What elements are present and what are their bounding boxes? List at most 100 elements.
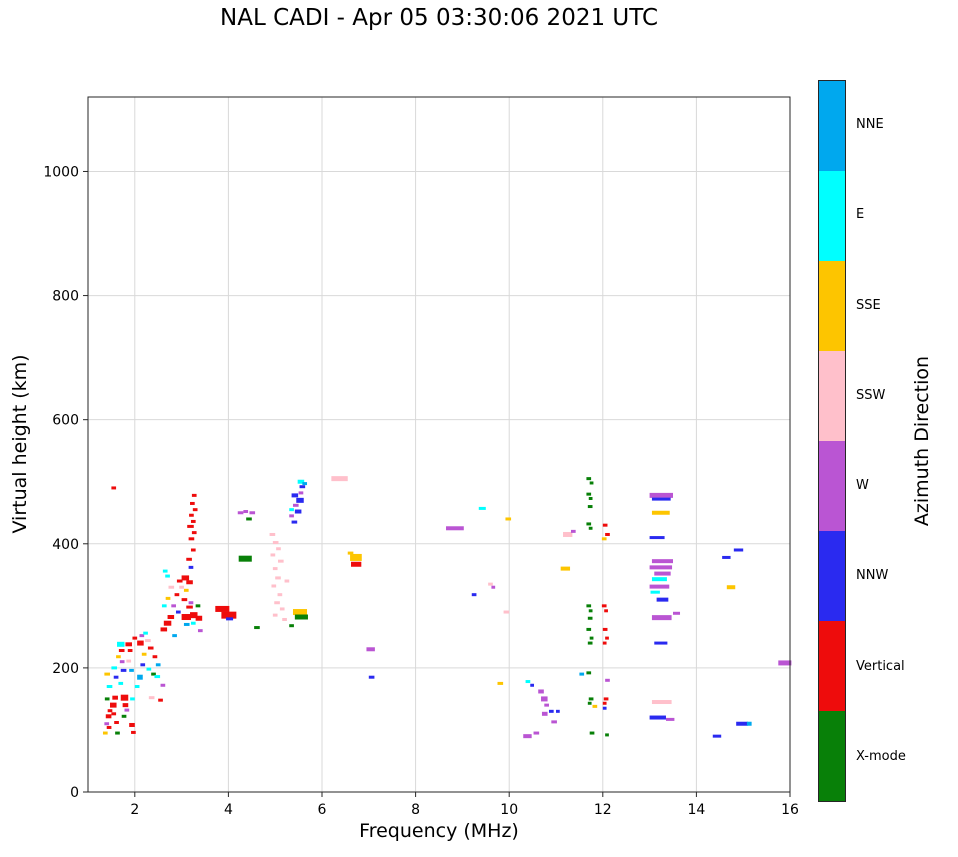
- data-point: [124, 708, 130, 712]
- y-tick-label: 800: [52, 289, 79, 305]
- data-point: [183, 622, 190, 626]
- data-point: [270, 553, 276, 557]
- data-point: [115, 731, 120, 735]
- data-point: [289, 508, 294, 512]
- colorbar-segment-sse: [819, 261, 845, 351]
- data-point: [651, 700, 672, 705]
- data-point: [592, 704, 598, 708]
- data-point: [586, 522, 592, 526]
- data-point: [181, 614, 191, 621]
- colorbar-label-x: X-mode: [856, 748, 906, 764]
- data-point: [586, 671, 592, 675]
- data-point: [127, 649, 133, 653]
- data-point: [649, 565, 673, 570]
- data-point: [102, 731, 108, 735]
- colorbar-label-w: W: [856, 478, 869, 494]
- data-point: [601, 537, 607, 541]
- data-point: [347, 551, 354, 555]
- data-point: [651, 497, 671, 501]
- data-point: [146, 667, 152, 671]
- data-point: [275, 576, 281, 580]
- data-point: [497, 681, 504, 685]
- data-point: [778, 660, 792, 666]
- x-tick-label: 16: [781, 802, 799, 818]
- data-point: [589, 731, 595, 735]
- data-point: [147, 646, 154, 650]
- y-tick-label: 1000: [43, 164, 79, 180]
- data-point: [140, 663, 146, 667]
- data-point: [190, 621, 196, 625]
- data-point: [649, 536, 665, 540]
- data-point: [106, 685, 113, 689]
- data-point: [111, 666, 118, 670]
- data-point: [289, 624, 294, 628]
- data-point: [726, 585, 736, 590]
- data-point: [191, 493, 197, 497]
- data-point: [656, 597, 669, 602]
- data-point: [556, 709, 560, 713]
- data-point: [120, 668, 127, 672]
- data-point: [603, 697, 609, 701]
- data-point: [602, 627, 608, 631]
- data-point: [181, 575, 190, 581]
- data-point: [137, 640, 144, 646]
- data-point: [297, 479, 305, 484]
- x-tick-label: 4: [224, 802, 233, 818]
- colorbar-label-e: E: [856, 207, 865, 223]
- data-point: [120, 694, 129, 701]
- data-point: [602, 706, 607, 710]
- colorbar-label-nnw: NNW: [856, 568, 889, 584]
- data-point: [190, 612, 198, 619]
- colorbar-label-ssw: SSW: [856, 387, 886, 403]
- data-point: [604, 609, 608, 613]
- data-point: [274, 601, 280, 605]
- data-point: [602, 523, 608, 527]
- data-point: [117, 641, 125, 647]
- data-point: [649, 492, 673, 498]
- data-point: [601, 604, 607, 608]
- data-point: [172, 634, 177, 638]
- plot-border: [87, 96, 791, 793]
- data-point: [282, 617, 287, 621]
- data-point: [254, 626, 260, 630]
- data-point: [272, 541, 279, 545]
- data-point: [104, 697, 110, 701]
- data-point: [107, 709, 113, 713]
- data-point: [651, 615, 672, 621]
- data-point: [605, 532, 610, 536]
- data-point: [602, 701, 607, 705]
- data-point: [446, 526, 464, 531]
- data-point: [277, 593, 283, 597]
- colorbar-label-v: Vertical: [856, 658, 905, 674]
- colorbar-segment-w: [819, 441, 845, 531]
- data-point: [119, 660, 125, 664]
- data-point: [291, 493, 299, 498]
- data-point: [563, 531, 573, 537]
- data-point: [530, 683, 535, 687]
- colorbar-segment-e: [819, 171, 845, 261]
- data-point: [151, 672, 156, 676]
- x-axis-label: Frequency (MHz): [359, 820, 519, 842]
- data-point: [292, 503, 299, 507]
- data-point: [176, 579, 183, 583]
- data-point: [137, 674, 143, 680]
- data-point: [186, 605, 193, 609]
- data-point: [586, 492, 592, 496]
- data-point: [291, 520, 298, 524]
- data-point: [302, 482, 308, 486]
- data-point: [298, 491, 304, 495]
- data-point: [111, 712, 117, 716]
- data-point: [131, 730, 136, 734]
- data-point: [192, 508, 198, 512]
- data-point: [602, 641, 607, 645]
- data-point: [183, 588, 189, 592]
- data-point: [134, 685, 140, 689]
- x-tick-label: 2: [130, 802, 139, 818]
- data-point: [541, 696, 548, 702]
- data-point: [276, 547, 281, 551]
- data-point: [161, 604, 167, 608]
- y-tick-label: 600: [52, 413, 79, 429]
- x-tick-label: 14: [687, 802, 705, 818]
- data-point: [299, 485, 306, 489]
